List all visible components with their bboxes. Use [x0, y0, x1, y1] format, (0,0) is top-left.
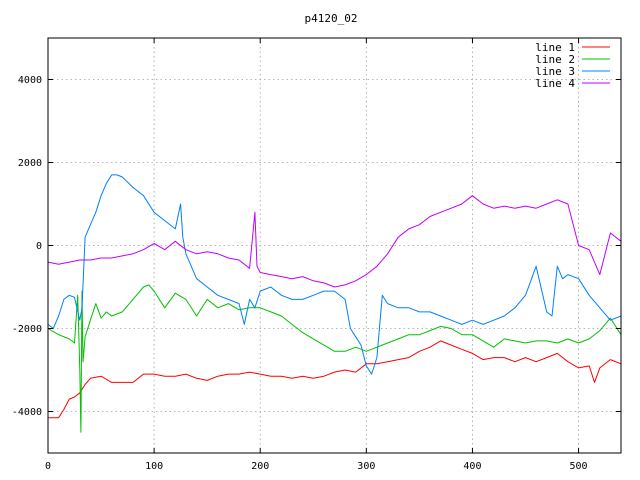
series-lines	[47, 174, 622, 433]
y-tick-label: -4000	[12, 407, 42, 418]
legend-label-2: line 2	[535, 53, 575, 66]
chart-title: p4120_02	[305, 12, 358, 25]
y-tick-label: 0	[36, 241, 42, 252]
x-tick-label: 500	[570, 461, 588, 472]
x-axis-ticks: 0 100 200 300 400 500	[45, 38, 588, 472]
series-line-3	[47, 174, 622, 375]
y-tick-label: 2000	[18, 158, 42, 169]
x-tick-label: 200	[251, 461, 269, 472]
series-line-4	[47, 195, 622, 288]
grid	[48, 38, 621, 453]
y-axis-ticks: -4000 -2000 0 2000 4000	[12, 75, 621, 418]
x-tick-label: 100	[145, 461, 163, 472]
y-tick-label: 4000	[18, 75, 42, 86]
series-line-1	[48, 340, 622, 419]
legend-label-1: line 1	[535, 41, 575, 54]
x-tick-label: 400	[463, 461, 481, 472]
series-line-2	[47, 284, 622, 433]
x-tick-label: 0	[45, 461, 51, 472]
legend-label-3: line 3	[535, 65, 575, 78]
y-tick-label: -2000	[12, 324, 42, 335]
x-tick-label: 300	[357, 461, 375, 472]
legend-label-4: line 4	[535, 77, 575, 90]
